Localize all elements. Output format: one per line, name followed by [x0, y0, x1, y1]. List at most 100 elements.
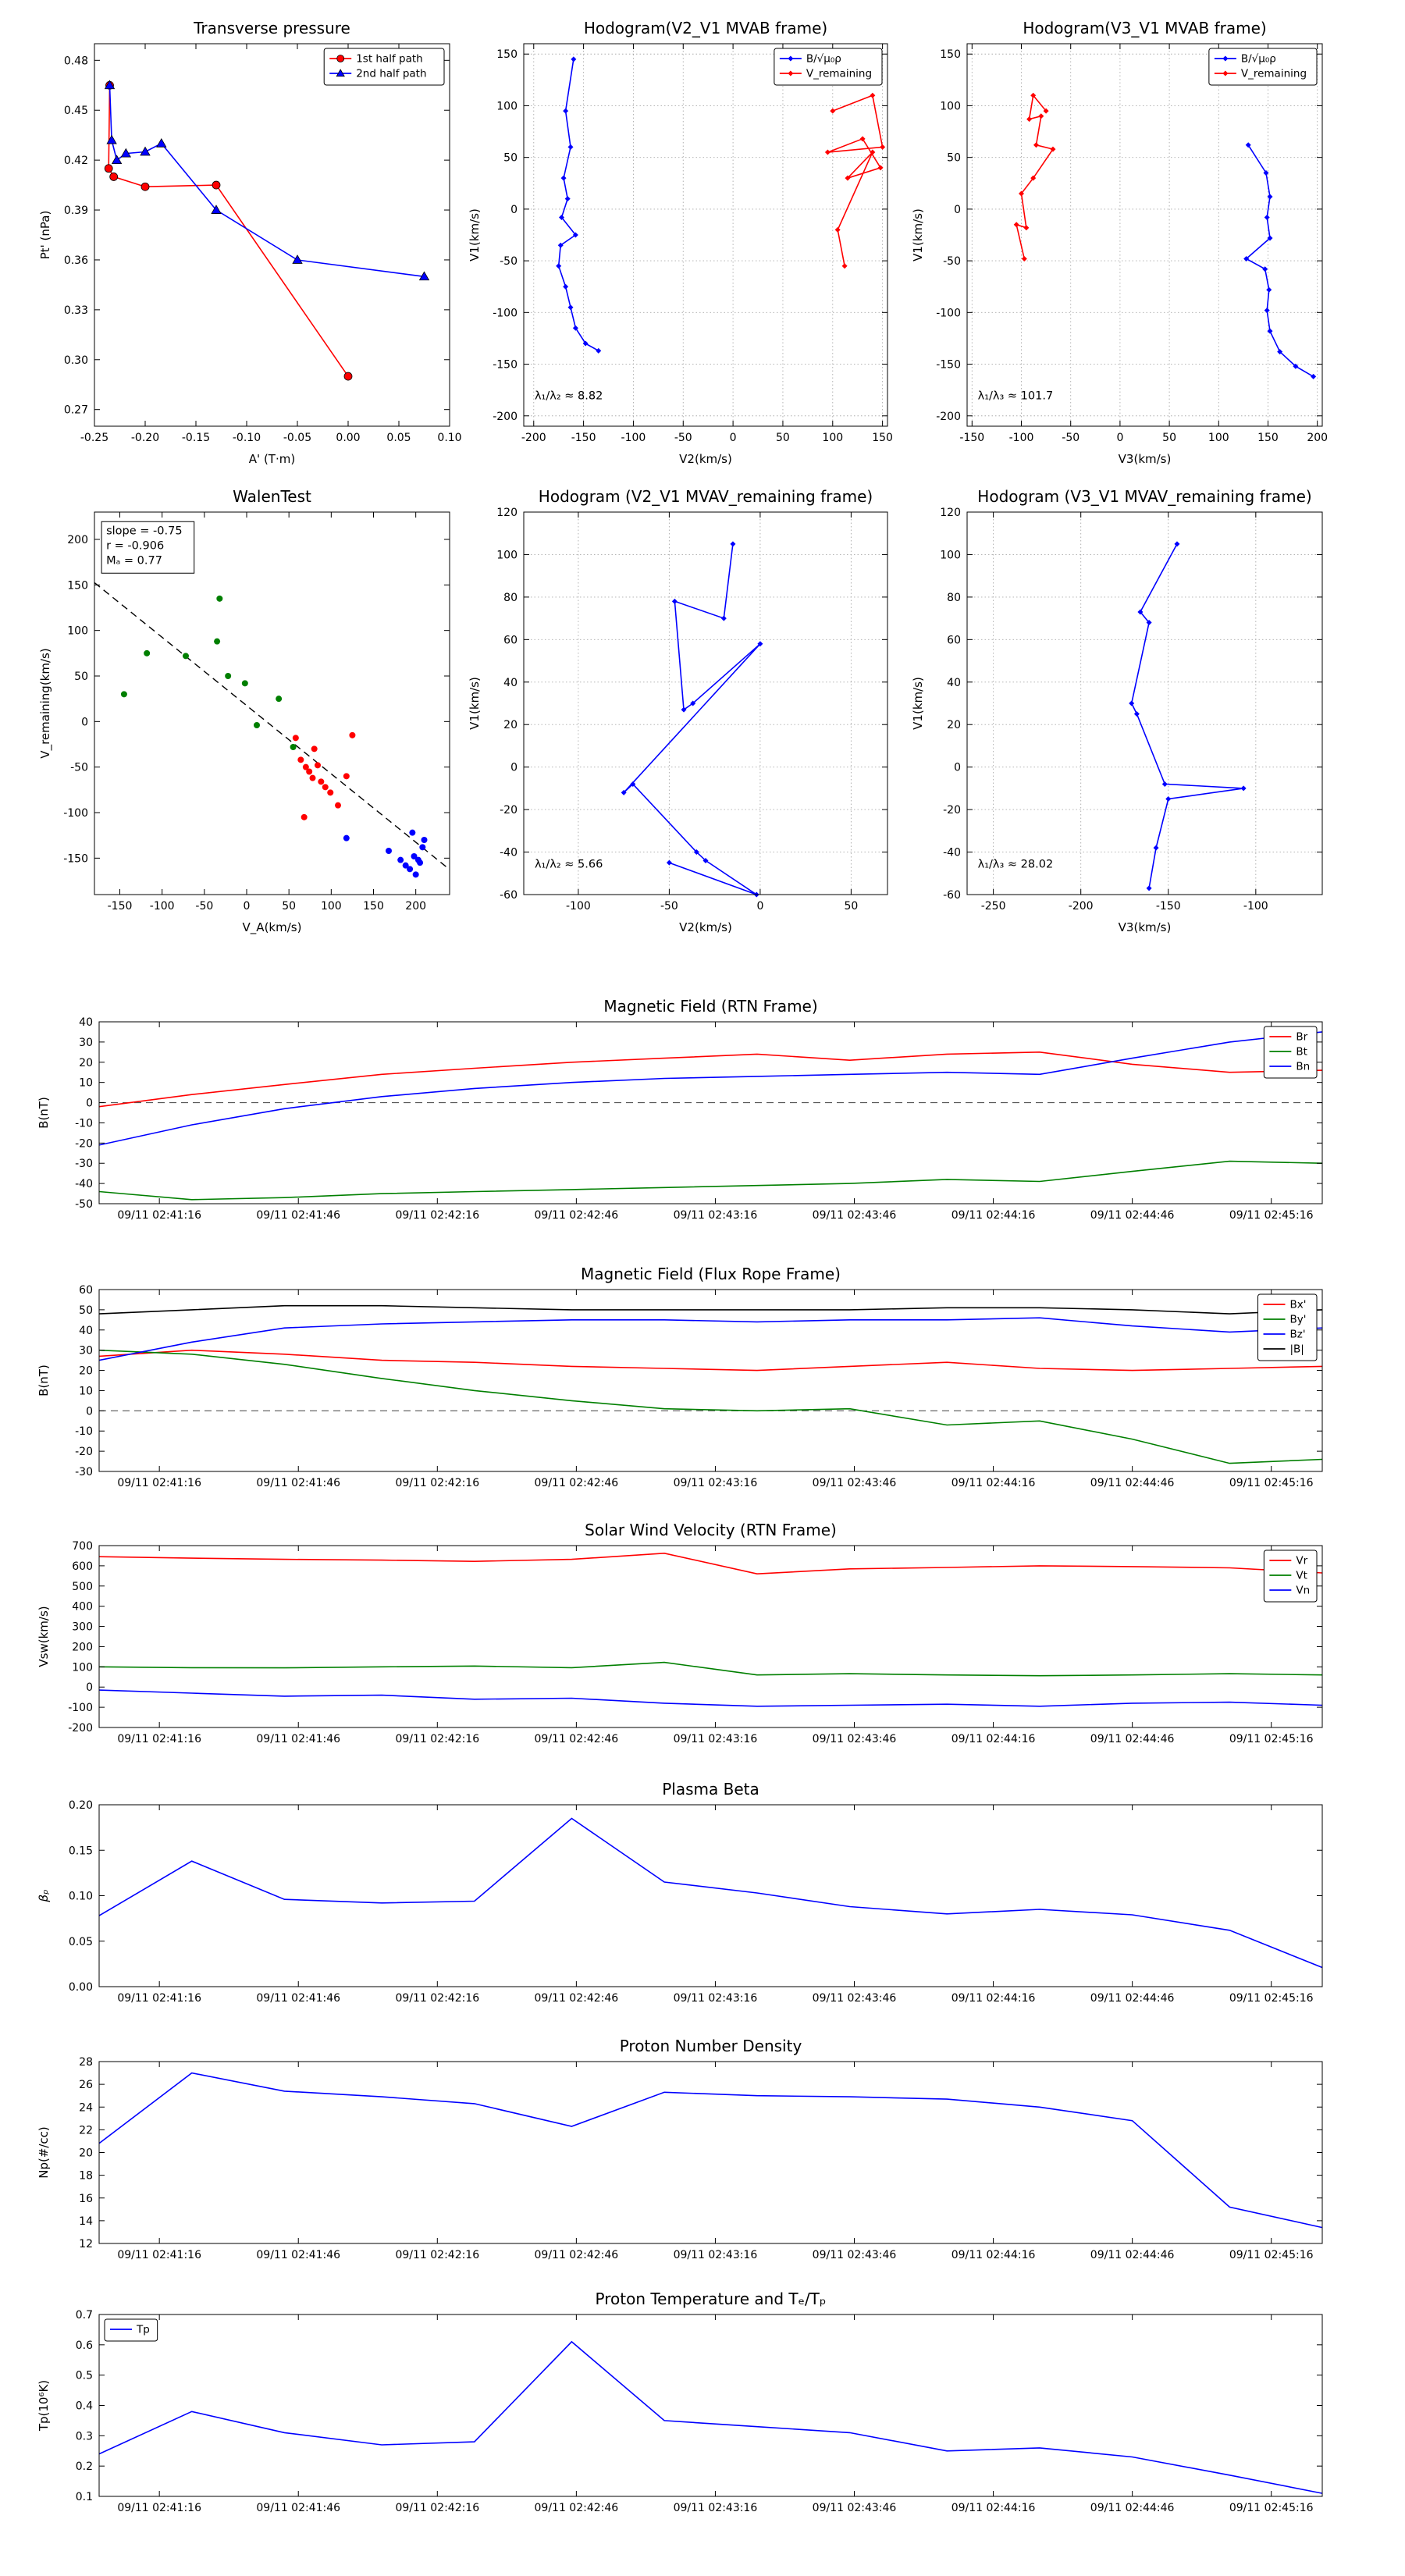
- x-tick-label: 09/11 02:41:16: [117, 1992, 201, 2005]
- x-tick-label: 09/11 02:44:16: [951, 1477, 1036, 1489]
- legend-label: 2nd half path: [356, 68, 426, 80]
- panel-walen-test: -150 -100 -50 0 50 100 150 200 -150 -100 -50 0 50 100…: [27, 475, 462, 943]
- x-tick-label: 09/11 02:43:46: [813, 2502, 897, 2514]
- x-axis-label: V_A(km/s): [243, 920, 302, 935]
- x-tick-label: 09/11 02:41:16: [117, 2502, 201, 2514]
- series-vn: [98, 1689, 1323, 1707]
- x-tick-label: 09/11 02:41:46: [256, 1209, 340, 1222]
- y-tick-label: 0.7: [76, 2309, 93, 2322]
- y-tick-label: 0.15: [69, 1845, 93, 1857]
- legend-label: Bt: [1296, 1046, 1307, 1059]
- series-bn: [98, 1031, 1323, 1146]
- panel-magnetic-field-fluxrope: 09/11 02:41:16 09/11 02:41:46 09/11 02:42:…: [18, 1263, 1363, 1509]
- x-tick-label: 09/11 02:45:16: [1229, 1209, 1314, 1222]
- panel-title: Hodogram(V2_V1 MVAB frame): [584, 19, 827, 37]
- y-tick-label: 30: [79, 1345, 93, 1357]
- series-group-3: [343, 829, 428, 878]
- x-tick-label: 09/11 02:42:46: [535, 2502, 619, 2514]
- series--b-: [98, 1304, 1323, 1315]
- y-tick-label: 20: [79, 2147, 93, 2160]
- series-1st-half-path: [104, 80, 353, 381]
- y-tick-label: 40: [79, 1325, 93, 1337]
- y-axis-label: V1(km/s): [911, 208, 925, 262]
- legend-label: By': [1290, 1314, 1307, 1326]
- panel-title: Transverse pressure: [193, 19, 350, 37]
- y-tick-label: -150: [63, 852, 88, 865]
- series-b-: [1129, 541, 1247, 891]
- y-tick-label: 26: [79, 2079, 93, 2091]
- x-tick-label: 09/11 02:41:16: [117, 2249, 201, 2261]
- x-axis-label: V2(km/s): [679, 452, 732, 466]
- x-tick-label: 09/11 02:44:46: [1090, 2249, 1175, 2261]
- annotation-text: λ₁/λ₂ ≈ 8.82: [535, 390, 603, 403]
- x-tick-label: 200: [1307, 432, 1328, 444]
- panel-proton-temperature: 09/11 02:41:16 09/11 02:41:46 09/11 02:42:…: [18, 2288, 1363, 2534]
- x-tick-label: 09/11 02:44:16: [951, 1992, 1036, 2005]
- y-axis-label: B(nT): [37, 1364, 51, 1397]
- panel-title: Magnetic Field (Flux Rope Frame): [581, 1265, 841, 1283]
- series-b-: [556, 56, 602, 354]
- annotation-text: Mₐ = 0.77: [106, 554, 162, 567]
- series-v-remaining: [824, 92, 886, 269]
- y-tick-label: -40: [943, 847, 961, 859]
- y-tick-label: -50: [943, 255, 961, 268]
- y-tick-label: 10: [79, 1077, 93, 1090]
- y-tick-label: 80: [947, 592, 961, 604]
- x-tick-label: 09/11 02:43:46: [813, 2249, 897, 2261]
- y-tick-label: -30: [75, 1158, 93, 1170]
- y-tick-label: 60: [503, 634, 518, 646]
- x-tick-label: 50: [776, 432, 790, 444]
- x-tick-label: -50: [674, 432, 692, 444]
- y-axis-label: B(nT): [37, 1097, 51, 1129]
- legend-label: Tp: [136, 2324, 150, 2336]
- y-tick-label: 0.1: [76, 2491, 93, 2503]
- legend-label: Vn: [1296, 1585, 1310, 1597]
- y-tick-label: 28: [79, 2056, 93, 2069]
- y-tick-label: 0: [954, 204, 961, 216]
- annotation-text: slope = -0.75: [106, 525, 182, 537]
- legend-label: |B|: [1290, 1343, 1304, 1356]
- x-tick-label: -200: [1069, 900, 1094, 913]
- x-tick-label: -100: [1009, 432, 1034, 444]
- x-tick-label: -0.25: [80, 432, 108, 444]
- x-tick-label: 0: [244, 900, 251, 913]
- series-bx-: [98, 1349, 1323, 1372]
- y-axis-label: V1(km/s): [468, 208, 482, 262]
- annotation: slope = -0.75 r = -0.906 Mₐ = 0.77: [101, 521, 195, 574]
- y-tick-label: 150: [67, 579, 88, 592]
- y-axis-label: Vsw(km/s): [37, 1606, 51, 1667]
- hodogram-v3v1-mvav-chart: -250 -200 -150 -100-60-40-20020406080100120…: [911, 487, 1323, 934]
- y-tick-label: 60: [947, 634, 961, 646]
- y-tick-label: 20: [503, 719, 518, 731]
- annotation: λ₁/λ₂ ≈ 8.82: [535, 390, 603, 403]
- x-tick-label: -150: [571, 432, 596, 444]
- x-tick-label: 09/11 02:41:16: [117, 1733, 201, 1745]
- series-b-: [1243, 142, 1317, 379]
- x-tick-label: 09/11 02:42:46: [535, 1733, 619, 1745]
- panel-proton-number-density: 09/11 02:41:16 09/11 02:41:46 09/11 02:42:…: [18, 2035, 1363, 2281]
- y-tick-label: 20: [79, 1365, 93, 1378]
- y-tick-label: -20: [943, 804, 961, 817]
- y-tick-label: 0.05: [69, 1936, 93, 1948]
- y-tick-label: 150: [496, 48, 518, 61]
- x-tick-label: 09/11 02:43:16: [674, 1209, 758, 1222]
- x-tick-label: 0: [730, 432, 737, 444]
- x-tick-label: 09/11 02:41:46: [256, 1477, 340, 1489]
- x-tick-label: 09/11 02:43:46: [813, 1992, 897, 2005]
- series-bt: [98, 1160, 1323, 1201]
- annotation-text: λ₁/λ₂ ≈ 5.66: [535, 859, 603, 871]
- panel-title: Hodogram(V3_V1 MVAB frame): [1023, 19, 1266, 37]
- series-tp: [98, 2340, 1323, 2494]
- x-tick-label: 09/11 02:43:16: [674, 2502, 758, 2514]
- y-tick-label: 50: [79, 1304, 93, 1317]
- panel-title: Proton Number Density: [620, 2037, 802, 2055]
- series-br: [98, 1051, 1323, 1108]
- y-tick-label: 0.42: [64, 155, 88, 167]
- x-tick-label: 0: [756, 900, 763, 913]
- x-tick-label: 09/11 02:42:16: [395, 1733, 479, 1745]
- x-tick-label: 100: [822, 432, 843, 444]
- y-tick-label: 0: [81, 716, 88, 728]
- x-tick-label: 09/11 02:45:16: [1229, 1733, 1314, 1745]
- x-tick-label: -0.15: [182, 432, 210, 444]
